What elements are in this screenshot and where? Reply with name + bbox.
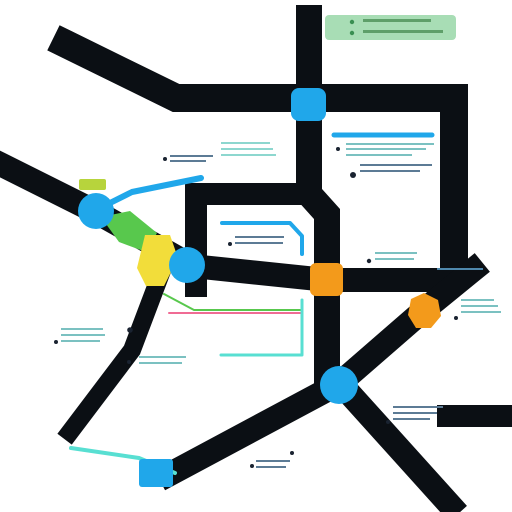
legend-chip <box>325 15 456 40</box>
green-route-highlight <box>101 211 157 252</box>
green-branch-line <box>163 293 302 311</box>
southwest-terminal-marker <box>139 459 173 487</box>
upper-right-label-glyphs <box>336 143 434 178</box>
left-label-glyphs <box>54 327 133 344</box>
center-junction-marker <box>310 263 343 296</box>
north-junction-marker <box>291 88 326 121</box>
south-road <box>323 366 467 512</box>
center-right-label-glyphs <box>366 252 417 264</box>
yellow-node-marker <box>169 247 205 283</box>
south-label-glyphs <box>386 406 443 424</box>
west-junction-marker <box>78 193 114 229</box>
markers-layer <box>78 88 441 487</box>
legend-text-glyphs <box>349 19 443 36</box>
east-label-glyphs <box>437 268 501 320</box>
teal-branch-line <box>219 298 304 357</box>
bottom-label-glyphs <box>250 451 294 468</box>
east-junction-marker <box>408 293 441 328</box>
blue-inner-line <box>220 221 304 256</box>
east-diagonal-road <box>153 253 490 491</box>
south-junction-marker <box>320 366 358 404</box>
yellow-tag-chip <box>79 179 106 190</box>
southwest-road <box>57 264 172 445</box>
upper-left-label-glyphs <box>163 142 276 162</box>
yellow-route-highlight <box>137 235 178 286</box>
middle-left-label-glyphs <box>127 356 186 364</box>
inner-label-glyphs <box>228 236 284 246</box>
text-glyphs-layer <box>54 19 501 468</box>
